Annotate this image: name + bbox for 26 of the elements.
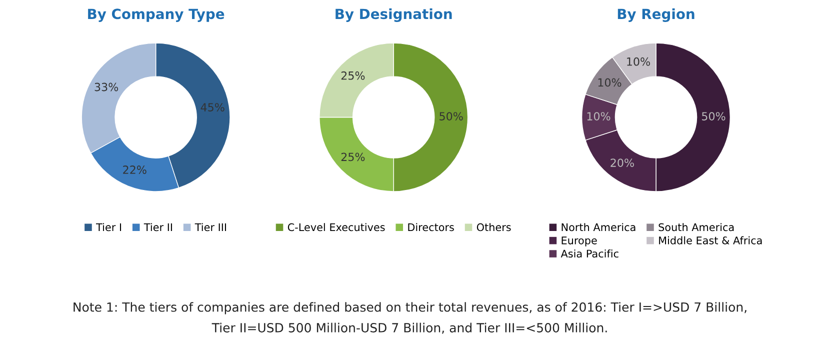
- text: Note 1: The tiers of companies are defined based on their total revenues, as of 2016: Tier I=>USD 7 Billion, Tier II=USD 500 Million-USD 7 Billion, and Tier III=<500 Million.: [74, 302, 746, 334]
- legend-label: North America: [562, 223, 636, 232]
- data-label: 25%: [341, 71, 365, 80]
- legend-label: Tier III: [194, 223, 226, 232]
- legend-label: Tier I: [96, 223, 122, 232]
- legend-label: South America: [658, 223, 734, 232]
- data-label: 45%: [200, 103, 224, 112]
- chart-title: By Designation: [336, 8, 452, 22]
- legend-label: Asia Pacific: [560, 250, 618, 258]
- legend-label: C-Level Executives: [288, 223, 385, 232]
- legend-label: Tier II: [144, 223, 172, 232]
- data-label: 22%: [123, 166, 146, 174]
- chart-title: By Region: [618, 8, 694, 22]
- data-label: 10%: [587, 112, 610, 120]
- data-label: 10%: [627, 57, 650, 66]
- data-label: 50%: [702, 112, 726, 120]
- legend-label: Directors: [408, 223, 454, 232]
- legend-label: Middle East & Africa: [659, 236, 762, 244]
- data-label: 25%: [341, 152, 365, 162]
- data-label: 33%: [94, 82, 118, 92]
- data-label: 20%: [610, 158, 634, 167]
- data-label: 50%: [440, 112, 463, 120]
- data-label: 10%: [598, 78, 622, 87]
- legend-label: Europe: [562, 236, 597, 246]
- chart-title: By Company Type: [88, 8, 224, 22]
- legend-label: Others: [476, 223, 511, 232]
